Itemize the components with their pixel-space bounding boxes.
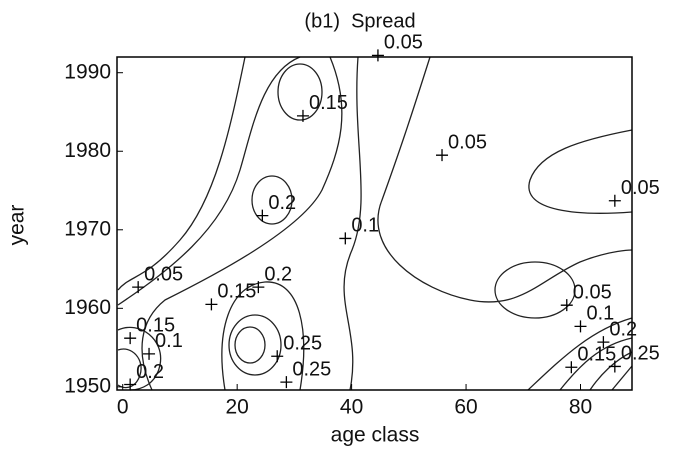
contour-label: 0.05 bbox=[621, 177, 660, 199]
contour-label: 0.2 bbox=[609, 318, 637, 340]
y-tick-label: 1970 bbox=[64, 217, 111, 240]
contour-label-marker bbox=[608, 194, 621, 207]
contour-label: 0.2 bbox=[136, 361, 164, 383]
contour-label-marker bbox=[371, 49, 384, 62]
y-tick-label: 1950 bbox=[64, 374, 111, 397]
contour-label: 0.15 bbox=[136, 314, 175, 336]
chart-title: (b1) Spread bbox=[304, 10, 415, 32]
contour-label: 0.15 bbox=[577, 344, 616, 366]
contour-label: 0.05 bbox=[573, 281, 612, 303]
contour-label: 0.2 bbox=[264, 263, 292, 285]
contour-label: 0.2 bbox=[268, 192, 296, 214]
contour-label-marker bbox=[339, 232, 352, 245]
x-tick-label: 80 bbox=[569, 396, 592, 419]
x-tick-label: 60 bbox=[454, 396, 477, 419]
contour-label-marker bbox=[256, 209, 269, 222]
plot-frame bbox=[116, 56, 633, 391]
contour-label-marker bbox=[252, 281, 265, 294]
contour-label: 0.05 bbox=[448, 131, 487, 153]
contour-label-marker bbox=[143, 347, 156, 360]
contour-label-marker bbox=[280, 376, 293, 389]
contour-label: 0.1 bbox=[155, 330, 183, 352]
contour-label: 0.1 bbox=[351, 215, 379, 237]
contour-label-marker bbox=[608, 360, 621, 373]
contour-label: 0.25 bbox=[292, 358, 331, 380]
y-tick-label: 1980 bbox=[64, 139, 111, 162]
contour-label-marker bbox=[574, 320, 587, 333]
contour-label: 0.15 bbox=[217, 281, 256, 303]
contour-label-marker bbox=[436, 149, 449, 162]
contour-label-marker bbox=[597, 336, 610, 349]
x-axis-label: age class bbox=[331, 424, 420, 447]
contour-lines bbox=[117, 56, 633, 391]
contour-label: 0.05 bbox=[384, 32, 423, 54]
contour-label-marker bbox=[271, 350, 284, 363]
contour-label-marker bbox=[124, 378, 137, 391]
contour-label-marker bbox=[565, 361, 578, 374]
contour-label-marker bbox=[296, 109, 309, 122]
contour-label-marker bbox=[205, 298, 218, 311]
contour-label: 0.1 bbox=[587, 303, 615, 325]
contour-label-marker bbox=[560, 299, 573, 312]
y-axis-label: year bbox=[6, 205, 29, 246]
x-tick-label: 0 bbox=[117, 396, 129, 419]
contour-label: 0.25 bbox=[283, 333, 322, 355]
contour-label: 0.25 bbox=[621, 343, 660, 365]
y-tick-label: 1990 bbox=[64, 60, 111, 83]
contour-label-marker bbox=[132, 281, 145, 294]
contour-label-marker bbox=[124, 332, 137, 345]
y-tick-label: 1960 bbox=[64, 296, 111, 319]
x-tick-label: 20 bbox=[225, 396, 248, 419]
x-tick-label: 40 bbox=[340, 396, 363, 419]
contour-label: 0.15 bbox=[309, 92, 348, 114]
contour-label: 0.05 bbox=[144, 263, 183, 285]
